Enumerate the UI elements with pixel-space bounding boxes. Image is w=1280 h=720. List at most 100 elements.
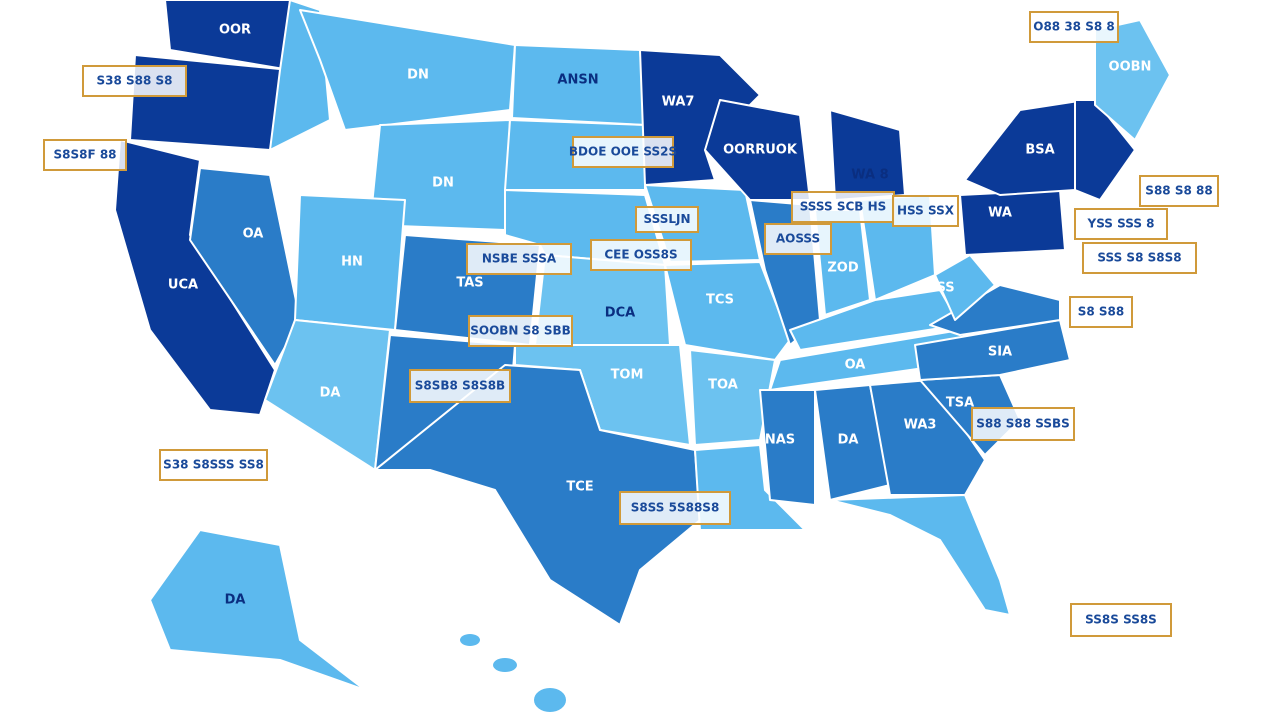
callout: YSS SSS 8 — [1074, 208, 1168, 240]
state-label: OA — [243, 227, 264, 242]
state — [664, 261, 791, 361]
callout-box — [466, 243, 572, 275]
callout-box — [619, 491, 731, 525]
callout-box — [468, 315, 573, 347]
state-label: OSS — [925, 281, 954, 296]
callout-box — [1070, 603, 1172, 637]
callout-text: S8S8F 88 — [53, 148, 116, 162]
state-label: DA — [225, 593, 246, 608]
state-label: WA 8 — [851, 168, 888, 183]
island — [493, 658, 517, 672]
state-label: UCA — [168, 278, 198, 293]
callout-box — [590, 239, 692, 271]
callout-text: S38 S8SSS SS8 — [163, 458, 264, 472]
island — [460, 634, 480, 646]
callout: SSS S8 S8S8 — [1082, 242, 1197, 274]
state — [149, 529, 366, 691]
callout-text: HSS SSX — [897, 204, 955, 218]
state-label: OOR — [219, 23, 251, 38]
state-label: DA — [838, 433, 859, 448]
state — [374, 364, 701, 626]
callout-text: SSS S8 S8S8 — [1097, 251, 1181, 265]
callout: AOSSS — [764, 223, 832, 255]
state-label: OOBN — [1109, 60, 1152, 75]
callout-box — [764, 223, 832, 255]
state-label: TCE — [566, 480, 593, 495]
state-label: TCS — [706, 293, 734, 308]
callout-text: O88 38 S8 8 — [1033, 20, 1114, 34]
callout-box — [1139, 175, 1219, 207]
callout-box — [1029, 11, 1119, 43]
callout-text: AOSSS — [776, 232, 820, 246]
state-label: BSA — [1025, 143, 1054, 158]
callout-box — [635, 206, 699, 233]
callout-box — [971, 407, 1075, 441]
state-label: HN — [341, 255, 363, 270]
state-label: DN — [432, 176, 454, 191]
callout: S38 S8SSS SS8 — [159, 449, 268, 481]
state-label: TSA — [946, 396, 974, 411]
callout: S88 S8 88 — [1139, 175, 1219, 207]
callout: O88 38 S8 8 — [1029, 11, 1119, 43]
callout-box — [43, 139, 127, 171]
state-label: TAS — [456, 276, 483, 291]
state — [959, 189, 1066, 256]
state — [829, 109, 906, 201]
state — [934, 254, 996, 321]
callout-text: SSSS SCB HS — [800, 200, 887, 214]
callout: SSSLJN — [635, 206, 699, 233]
callout-text: S88 S8 88 — [1145, 184, 1212, 198]
callouts: O88 38 S8 8 S38 S88 S8 S8S8F 88 BDOE OOE SS… — [43, 11, 1219, 637]
callout: S8S8F 88 — [43, 139, 127, 171]
state — [1074, 99, 1136, 201]
callout-box — [82, 65, 187, 97]
callout-box — [892, 195, 959, 227]
state-label: ANSN — [557, 73, 598, 88]
callout-text: CEE OSS8S — [604, 248, 677, 262]
callout-text: S88 S88 SSBS — [976, 417, 1070, 431]
state-label: NM — [308, 143, 332, 158]
callout-text: S38 S88 S8 — [96, 74, 172, 88]
callout-box — [1074, 208, 1168, 240]
callout-text: SOOBN S8 SBB — [470, 324, 571, 338]
states — [114, 0, 1171, 712]
state — [1094, 19, 1171, 141]
callout: SS8S SS8S — [1070, 603, 1172, 637]
callout: S8SS 5S88S8 — [619, 491, 731, 525]
state — [704, 99, 811, 201]
callout-box — [409, 369, 511, 403]
callout: S8 S88 — [1069, 296, 1133, 328]
state — [759, 389, 816, 506]
callout-box — [1082, 242, 1197, 274]
callout-text: S8 S88 — [1078, 305, 1125, 319]
island — [534, 688, 566, 712]
callout: SOOBN S8 SBB — [468, 315, 573, 347]
callout: S8SB8 S8S8B — [409, 369, 511, 403]
callout-box — [1069, 296, 1133, 328]
state — [689, 349, 776, 446]
callout-text: YSS SSS 8 — [1087, 217, 1155, 231]
state-label: OORRUOK — [723, 143, 798, 158]
state-label: OA — [845, 358, 866, 373]
state — [829, 494, 1011, 616]
callout: HSS SSX — [892, 195, 959, 227]
state-label: SIA — [988, 345, 1012, 360]
state-label: DA — [320, 386, 341, 401]
callout: S38 S88 S8 — [82, 65, 187, 97]
callout-box — [159, 449, 268, 481]
callout-text: NSBE SSSA — [482, 252, 557, 266]
callout: CEE OSS8S — [590, 239, 692, 271]
callout-text: BDOE OOE SS2S — [569, 145, 677, 159]
callout-text: S8SB8 S8S8B — [415, 379, 505, 393]
state-label: WA3 — [904, 418, 937, 433]
state-label: WA — [988, 206, 1012, 221]
callout: BDOE OOE SS2S — [569, 136, 677, 168]
state-label: WA7 — [662, 95, 695, 110]
state-label: DCA — [605, 306, 635, 321]
labels: OOR DN ANSN WA7 NM DN OORRUOK WA 8 BSA OA HN UCA TAS… — [168, 23, 1152, 608]
callout-box — [572, 136, 674, 168]
callout: S88 S88 SSBS — [971, 407, 1075, 441]
callout-text: SSSLJN — [643, 212, 690, 226]
callout: SSSS SCB HS — [791, 191, 895, 223]
